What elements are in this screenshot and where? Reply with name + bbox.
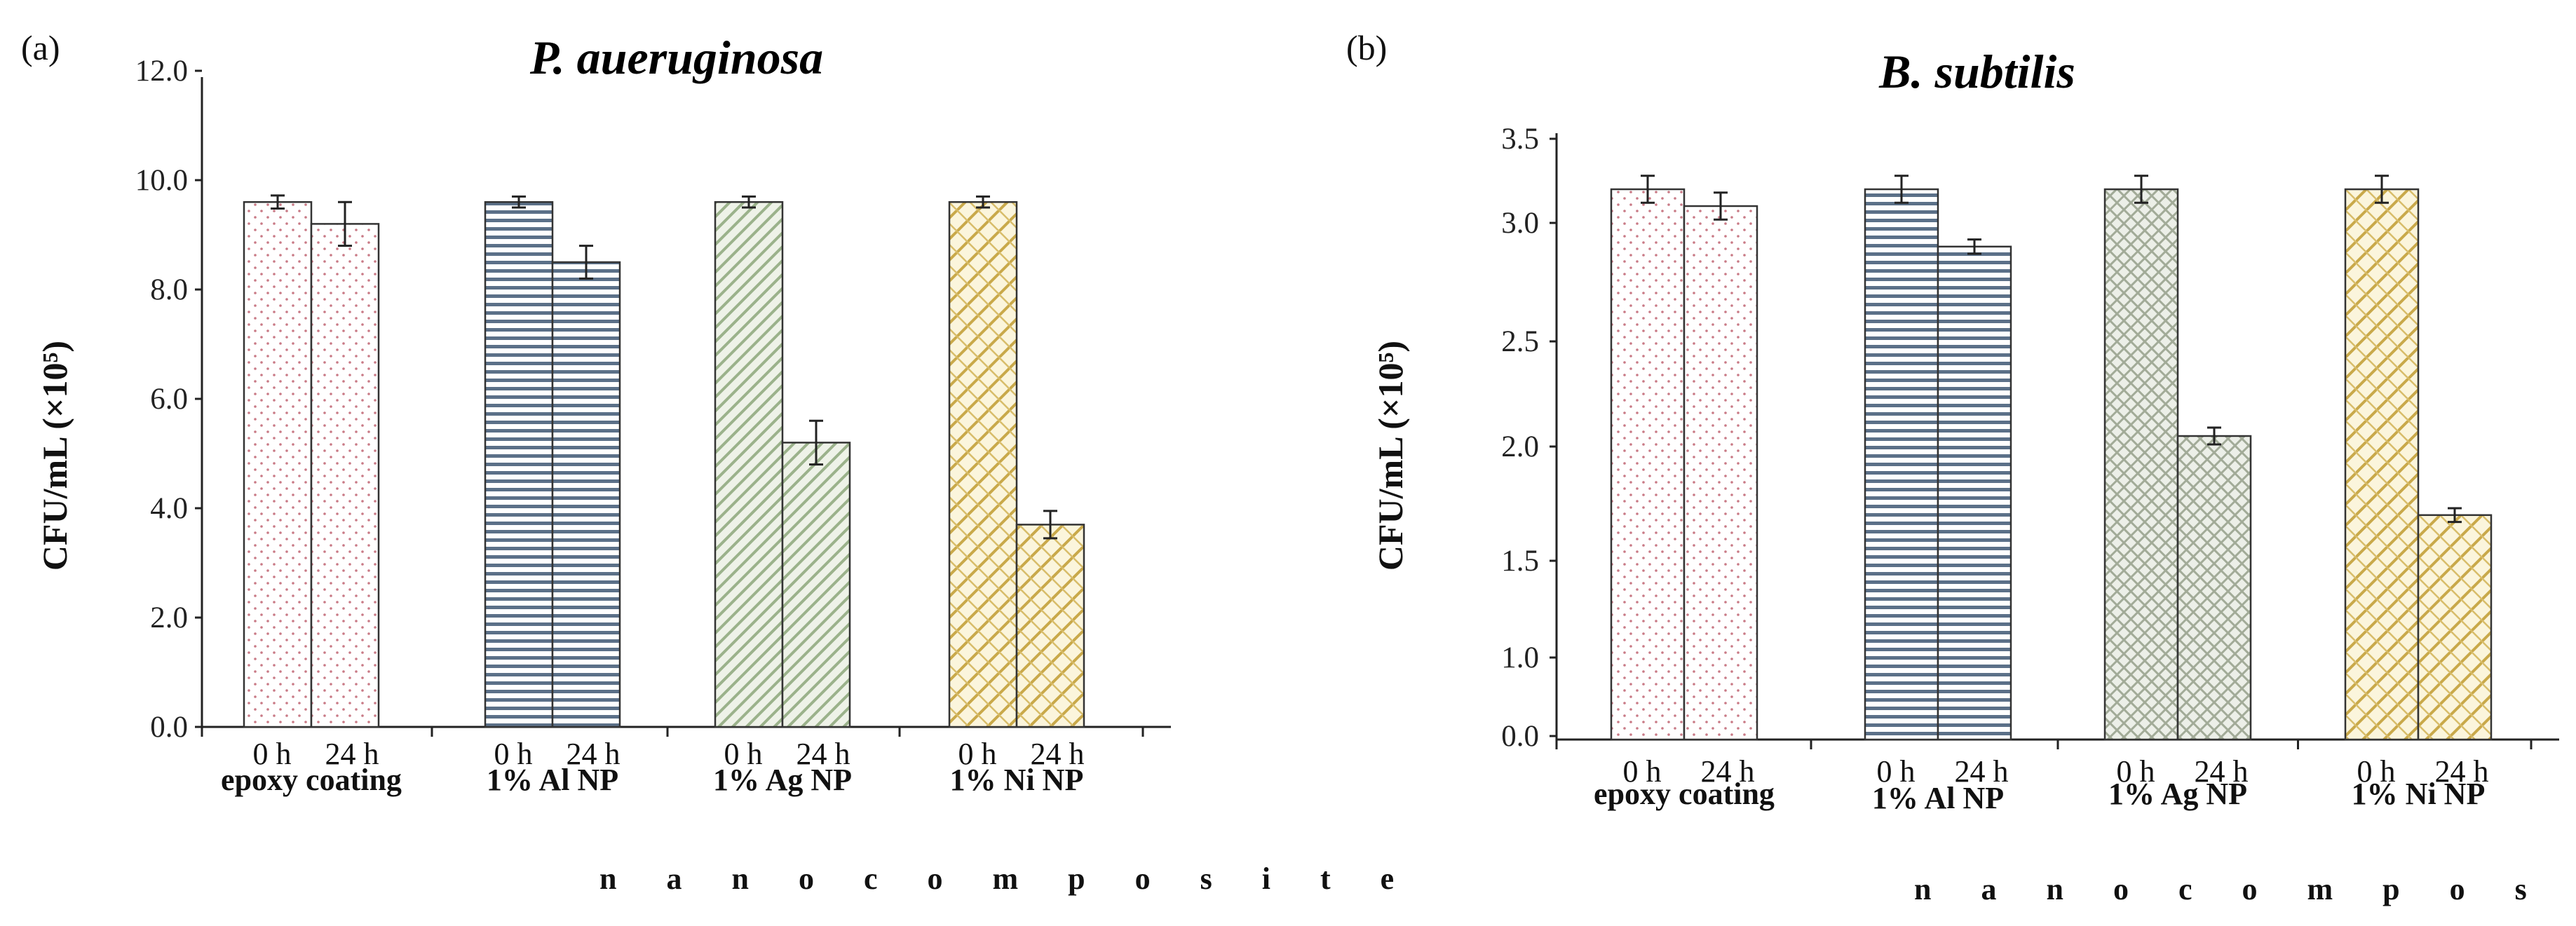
time-label-a: 0 h: [958, 737, 997, 771]
y-axis-label-a: CFU/mL (×10⁵): [35, 341, 74, 571]
y-tick-label-a: 2.0: [150, 601, 188, 634]
category-label-a-0: epoxy coating: [221, 763, 402, 797]
y-tick-label-a: 12.0: [135, 55, 188, 88]
bar-b-3-1: [2417, 514, 2493, 741]
time-label-a: 24 h: [567, 737, 621, 771]
bar-b-2-1: [2176, 435, 2252, 741]
category-label-b-3: 1% Ni NP: [2352, 777, 2486, 811]
bar-a-0-0: [243, 200, 313, 728]
y-tick-label-b: 3.5: [1501, 123, 1539, 156]
bar-b-2-0: [2103, 188, 2179, 741]
time-label-a: 0 h: [494, 737, 533, 771]
category-label-b-2: 1% Ag NP: [2108, 777, 2247, 811]
time-label-a: 24 h: [1031, 737, 1085, 771]
panel-label-a: (a): [21, 28, 60, 67]
time-label-b: 0 h: [1877, 754, 1916, 789]
y-axis-label-b: CFU/mL (×10⁵): [1371, 341, 1410, 571]
time-label-a: 24 h: [325, 737, 379, 771]
bar-a-2-1: [781, 442, 851, 728]
category-label-b-0: epoxy coating: [1594, 777, 1775, 811]
time-label-a: 0 h: [724, 737, 763, 771]
category-label-a-2: 1% Ag NP: [713, 763, 852, 797]
y-tick-label-a: 8.0: [150, 273, 188, 306]
category-label-a-3: 1% Ni NP: [950, 763, 1084, 797]
category-label-a-1: 1% Al NP: [487, 763, 618, 797]
bar-b-3-0: [2344, 188, 2420, 741]
bar-b-0-1: [1683, 205, 1758, 741]
bar-a-2-0: [714, 200, 784, 728]
x-axis-label-b: n a n o c o m p o s i t e: [1914, 872, 2576, 906]
bar-a-3-1: [1015, 524, 1085, 728]
y-tick-label-b: 1.0: [1501, 641, 1539, 674]
y-tick-label-b: 2.0: [1501, 430, 1539, 463]
y-tick-label-a: 4.0: [150, 492, 188, 525]
bar-a-1-0: [484, 200, 554, 728]
y-tick-label-a: 6.0: [150, 383, 188, 416]
time-label-b: 0 h: [2357, 754, 2396, 789]
bar-b-1-1: [1937, 245, 2012, 741]
panel-label-b: (b): [1346, 28, 1387, 67]
y-tick-label-b: 2.5: [1501, 325, 1539, 358]
y-tick-label-b: 3.0: [1501, 207, 1539, 240]
time-label-b: 0 h: [2117, 754, 2155, 789]
time-label-a: 0 h: [253, 737, 292, 771]
time-label-b: 24 h: [1701, 754, 1755, 789]
chart-title-a: P. aueruginosa: [529, 31, 823, 84]
y-tick-label-b: 0.0: [1501, 720, 1539, 753]
bar-b-1-0: [1864, 188, 1939, 741]
bar-a-0-1: [310, 223, 380, 728]
bar-b-0-0: [1610, 188, 1686, 741]
time-label-b: 24 h: [2435, 754, 2489, 789]
y-tick-label-b: 1.5: [1501, 545, 1539, 578]
y-tick-label-a: 0.0: [150, 711, 188, 744]
x-axis-label-a: n a n o c o m p o s i t e: [599, 862, 1415, 896]
category-label-b-1: 1% Al NP: [1872, 781, 2004, 815]
time-label-a: 24 h: [796, 737, 850, 771]
y-tick-label-a: 10.0: [135, 164, 188, 197]
time-label-b: 0 h: [1623, 754, 1662, 789]
bar-a-3-0: [948, 200, 1018, 728]
bar-a-1-1: [551, 261, 621, 728]
time-label-b: 24 h: [2195, 754, 2249, 789]
chart-title-b: B. subtilis: [1878, 45, 2075, 98]
time-label-b: 24 h: [1955, 754, 2009, 789]
